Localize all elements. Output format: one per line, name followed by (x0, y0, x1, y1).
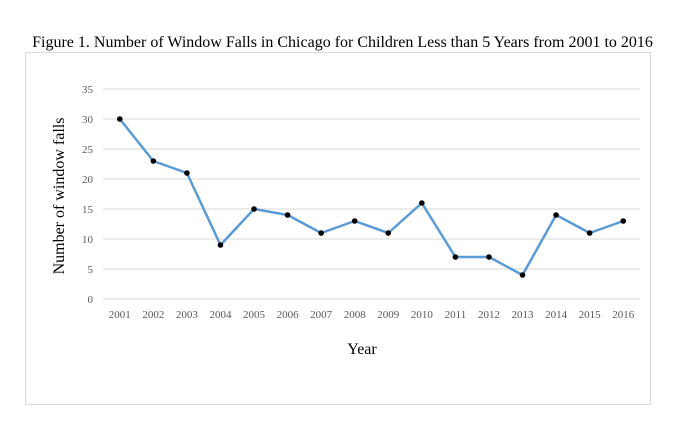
data-point-2013 (519, 272, 526, 278)
y-tick-label: 30 (82, 114, 94, 126)
y-tick-label: 20 (82, 174, 94, 186)
x-tick-label: 2007 (310, 309, 333, 321)
data-point-2016 (620, 218, 627, 224)
y-tick-labels: 0 5 10 15 20 25 30 35 (82, 84, 94, 306)
data-point-2001 (116, 116, 123, 122)
y-axis-title: Number of window falls (51, 118, 68, 275)
y-tick-label: 35 (82, 84, 94, 96)
data-point-2012 (486, 254, 492, 260)
y-tick-label: 5 (88, 264, 94, 276)
x-tick-label: 2010 (411, 309, 434, 321)
x-tick-label: 2004 (209, 309, 232, 321)
data-point-2002 (150, 158, 157, 164)
x-tick-label: 2015 (579, 309, 602, 321)
x-tick-label: 2014 (545, 309, 568, 321)
y-tick-label: 25 (82, 144, 94, 156)
x-tick-label: 2001 (109, 309, 131, 321)
chart-frame (25, 52, 651, 405)
gridlines (103, 88, 640, 300)
data-point-2004 (217, 242, 224, 248)
data-point-2009 (385, 230, 392, 236)
x-tick-label: 2002 (142, 309, 164, 321)
data-point-2010 (419, 200, 425, 206)
y-tick-label: 15 (82, 204, 94, 216)
x-tick-label: 2013 (512, 309, 535, 321)
series-layer (116, 116, 627, 278)
y-tick-label: 10 (82, 234, 94, 246)
data-point-2011 (452, 254, 459, 260)
data-point-2006 (284, 212, 291, 218)
x-tick-label: 2006 (277, 309, 300, 321)
x-tick-label: 2009 (377, 309, 400, 321)
x-tick-label: 2003 (176, 309, 199, 321)
data-point-2007 (318, 230, 324, 236)
data-point-2003 (184, 170, 190, 176)
chart-title: Figure 1. Number of Window Falls in Chic… (32, 34, 653, 51)
x-tick-label: 2011 (445, 309, 467, 321)
x-tick-label: 2012 (478, 309, 500, 321)
x-tick-label: 2008 (344, 309, 367, 321)
data-point-2014 (553, 212, 559, 218)
y-tick-label: 0 (88, 294, 94, 306)
x-axis-title: Year (347, 341, 377, 358)
x-tick-label: 2005 (243, 309, 266, 321)
data-point-2008 (351, 218, 358, 224)
data-point-2015 (586, 230, 593, 236)
data-point-2005 (251, 206, 257, 212)
x-tick-label: 2016 (612, 309, 635, 321)
x-tick-labels: 2001 2002 2003 2004 2005 2006 2007 2008 2009 2010… (109, 309, 635, 321)
series-line (118, 117, 625, 277)
